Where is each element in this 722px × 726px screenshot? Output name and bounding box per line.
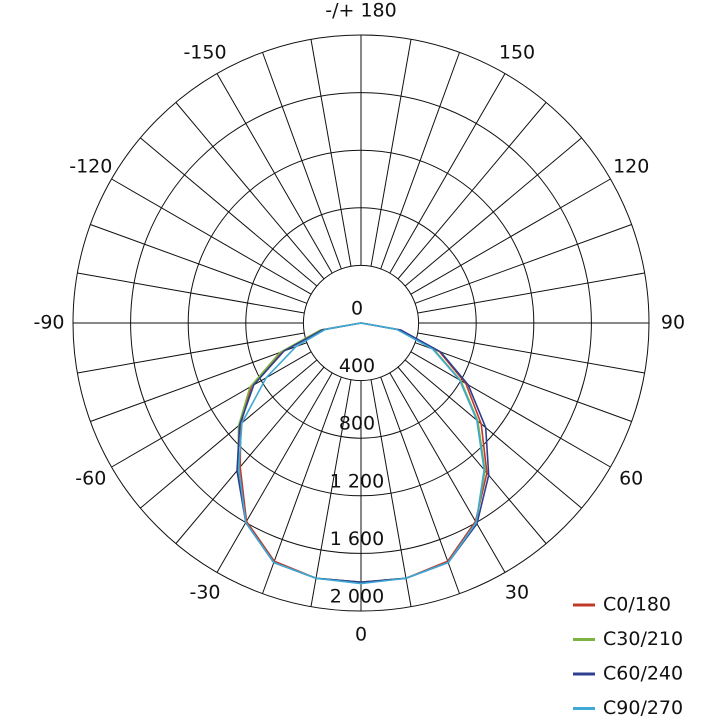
spoke <box>140 359 318 509</box>
spoke <box>410 351 611 468</box>
spoke <box>310 39 352 267</box>
legend-label: C0/180 <box>603 594 671 616</box>
spoke <box>389 372 506 573</box>
spoke <box>410 178 611 295</box>
spoke <box>370 39 412 267</box>
r-tick-label: 800 <box>339 413 375 435</box>
spoke <box>90 342 308 422</box>
spoke <box>140 137 318 287</box>
spoke <box>175 366 325 544</box>
theta-tick-label: 30 <box>505 582 529 604</box>
legend-label: C90/270 <box>603 697 683 719</box>
theta-tick-label: -60 <box>75 468 106 490</box>
spoke <box>417 272 645 314</box>
spoke <box>262 376 342 594</box>
spoke <box>111 351 312 468</box>
r-tick-label: 2 000 <box>330 586 384 608</box>
legend-label: C60/240 <box>603 663 683 685</box>
spoke <box>380 52 460 270</box>
intensity-curve <box>236 322 490 583</box>
legend-label: C30/210 <box>603 628 683 650</box>
spoke <box>90 224 308 304</box>
spoke <box>397 102 547 280</box>
r-tick-label: 0 <box>351 298 363 320</box>
theta-tick-label: 120 <box>613 156 649 178</box>
spoke <box>77 332 305 374</box>
spoke <box>310 379 352 607</box>
theta-tick-label: -/+ 180 <box>325 0 396 22</box>
theta-tick-label: 60 <box>619 468 643 490</box>
r-tick-label: 1 600 <box>330 528 384 550</box>
intensity-curve <box>238 322 485 585</box>
spoke <box>216 73 333 274</box>
spoke <box>404 137 582 287</box>
spoke <box>262 52 342 270</box>
theta-tick-label: -150 <box>183 41 226 63</box>
spoke <box>417 332 645 374</box>
spoke <box>216 372 333 573</box>
spoke <box>397 366 547 544</box>
spoke <box>111 178 312 295</box>
theta-tick-label: 0 <box>355 624 367 646</box>
spoke <box>370 379 412 607</box>
spoke <box>414 342 632 422</box>
theta-tick-label: -30 <box>189 582 220 604</box>
spoke <box>389 73 506 274</box>
theta-tick-label: -90 <box>33 312 64 334</box>
spoke <box>414 224 632 304</box>
spoke <box>77 272 305 314</box>
spoke <box>380 376 460 594</box>
r-tick-label: 400 <box>339 355 375 377</box>
theta-tick-label: 90 <box>661 312 685 334</box>
theta-tick-label: 150 <box>499 41 535 63</box>
r-tick-label: 1 200 <box>330 470 384 492</box>
spoke <box>175 102 325 280</box>
theta-tick-label: -120 <box>69 156 112 178</box>
spoke <box>404 359 582 509</box>
